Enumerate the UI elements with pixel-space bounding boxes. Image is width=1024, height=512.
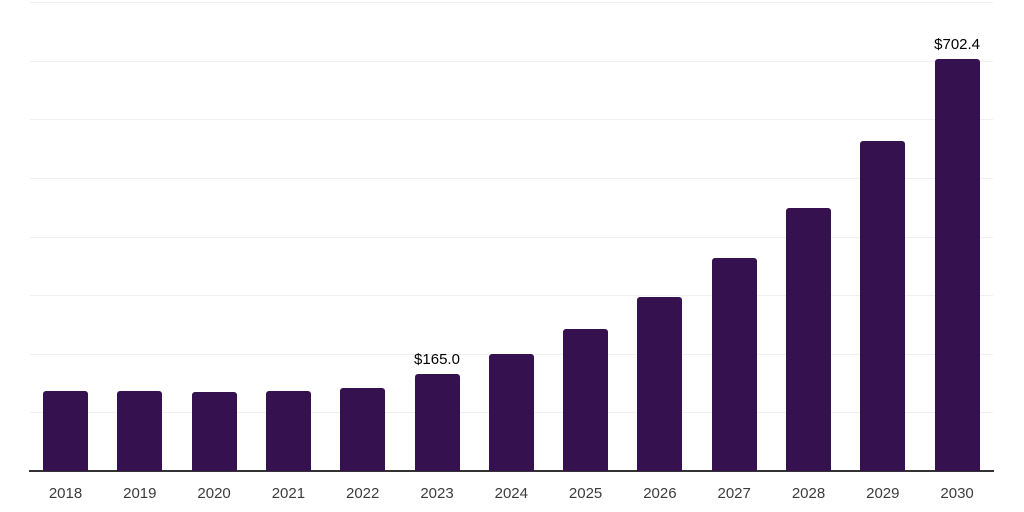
x-tick-2027: 2027 xyxy=(717,485,751,502)
gridline-400 xyxy=(30,237,993,238)
bar-2029 xyxy=(860,141,905,471)
gridline-800 xyxy=(30,2,993,3)
bar-2030 xyxy=(935,59,980,471)
x-tick-2021: 2021 xyxy=(271,485,306,502)
value-label-2030: $702.4 xyxy=(934,36,981,53)
gridline-600 xyxy=(30,119,993,120)
x-tick-2020: 2020 xyxy=(197,485,231,502)
x-tick-2024: 2024 xyxy=(494,485,528,502)
bar-2027 xyxy=(712,258,757,471)
bar-2019 xyxy=(117,391,162,471)
gridline-500 xyxy=(30,178,993,179)
x-tick-2023: 2023 xyxy=(420,485,454,502)
bar-2018 xyxy=(43,391,88,471)
x-tick-2018: 2018 xyxy=(48,485,83,502)
x-tick-2022: 2022 xyxy=(346,485,380,502)
x-axis-line xyxy=(29,470,994,472)
gridline-700 xyxy=(30,61,993,62)
x-tick-2025: 2025 xyxy=(568,485,603,502)
bar-2024 xyxy=(489,354,534,471)
bar-2026 xyxy=(637,297,682,471)
bar-2025 xyxy=(563,329,608,471)
x-tick-2019: 2019 xyxy=(123,485,157,502)
bar-2022 xyxy=(340,388,385,471)
bar-2020 xyxy=(192,392,237,471)
bar-2023 xyxy=(415,374,460,471)
gridline-300 xyxy=(30,295,993,296)
bar-2028 xyxy=(786,208,831,471)
bar-2021 xyxy=(266,391,311,471)
x-tick-2030: 2030 xyxy=(940,485,974,502)
value-label-2023: $165.0 xyxy=(414,351,460,368)
x-tick-2026: 2026 xyxy=(643,485,677,502)
x-tick-2029: 2029 xyxy=(866,485,900,502)
x-tick-2028: 2028 xyxy=(791,485,826,502)
